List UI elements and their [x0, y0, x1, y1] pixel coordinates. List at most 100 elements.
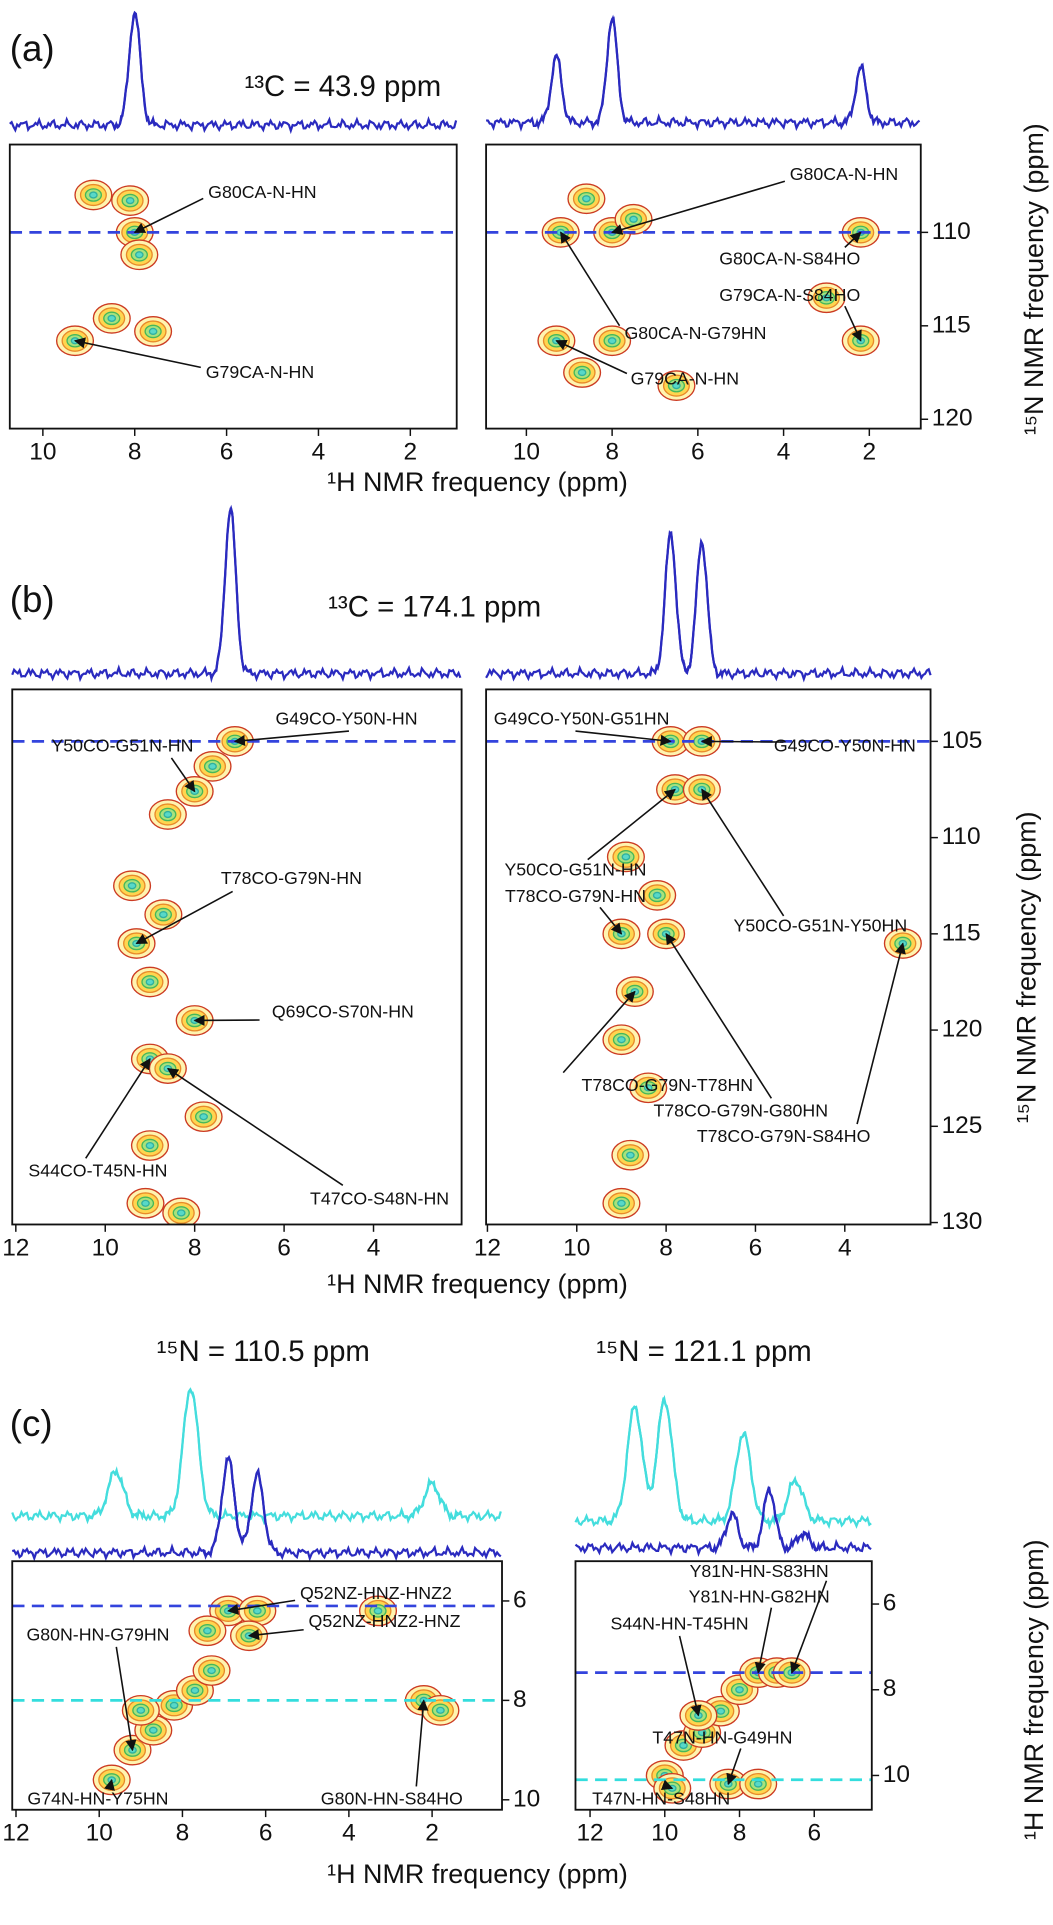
x-tick-label: 8 [659, 1234, 673, 1261]
annotation: T47N-HN-G49HN [652, 1727, 792, 1747]
contour-layer [57, 180, 172, 355]
spectrum-peak [635, 1398, 694, 1523]
x-tick-label: 2 [425, 1820, 439, 1847]
annotation-arrow [702, 789, 784, 915]
x-tick-label: 4 [777, 439, 791, 466]
contour [128, 883, 135, 889]
spectrum-peak [766, 1479, 825, 1526]
x-tick-label: 6 [277, 1234, 291, 1261]
x-tick-label: 2 [863, 439, 877, 466]
y-tick-label: 105 [942, 727, 983, 754]
contour [170, 1702, 177, 1708]
y-tick-label: 120 [932, 405, 973, 432]
x-tick-label: 4 [312, 439, 326, 466]
spectrum-baseline [12, 1390, 501, 1522]
spectrum-peak [209, 508, 252, 678]
contour-layer [114, 727, 254, 1228]
contour [662, 931, 669, 937]
spectrum-peak [113, 13, 157, 128]
contour [164, 812, 171, 818]
annotation: T78CO-G79N-G80HN [653, 1101, 828, 1121]
x-tick-label: 4 [342, 1820, 356, 1847]
annotation: S44CO-T45N-HN [28, 1161, 167, 1181]
contour [254, 1608, 261, 1614]
contour [142, 1200, 149, 1206]
peak [740, 1769, 777, 1798]
contour [108, 315, 115, 321]
annotation-arrow [702, 741, 784, 742]
annotation-arrow [75, 341, 201, 368]
annotation: G79CA-N-S84HO [719, 285, 860, 305]
spectrum-peak [592, 18, 632, 127]
contour [618, 1037, 625, 1043]
contour [209, 763, 216, 769]
peak [132, 967, 169, 996]
annotation: Y50CO-G51N-Y50HN [734, 916, 908, 936]
annotation-arrow [857, 943, 903, 1124]
x-tick-label: 12 [576, 1820, 603, 1847]
annotation-arrow [666, 934, 771, 1099]
plot-title: ¹⁵N = 121.1 ppm [596, 1335, 811, 1368]
annotation: Q52NZ-HNZ2-HNZ [309, 1611, 461, 1631]
contour [627, 1152, 634, 1158]
contour [618, 1200, 625, 1206]
peak [603, 1189, 640, 1218]
y-tick-label: 6 [883, 1590, 897, 1617]
annotation: G49CO-Y50N-HN [774, 736, 916, 756]
x-tick-label: 8 [176, 1820, 190, 1847]
peak [75, 180, 112, 209]
peak [185, 1102, 222, 1131]
contour [146, 979, 153, 985]
contour [90, 192, 97, 198]
annotation: T78CO-G79N-T78HN [581, 1075, 753, 1095]
contour [630, 216, 637, 222]
y-tick-label: 8 [513, 1686, 527, 1713]
annotation: Y50CO-G51N-HN [504, 859, 646, 879]
contour [583, 196, 590, 202]
spectrum-peak [86, 1470, 145, 1519]
contour [191, 1688, 198, 1694]
panel-label: (c) [10, 1403, 53, 1444]
contour [557, 229, 564, 235]
y-tick-label: 115 [942, 919, 981, 946]
plot-frame [12, 689, 461, 1224]
contour [204, 1628, 211, 1634]
peak [114, 871, 151, 900]
peak [145, 900, 182, 929]
peak [121, 240, 158, 269]
contour [578, 370, 585, 376]
peak [189, 1616, 226, 1645]
annotation: T78CO-G79N-HN [221, 868, 362, 888]
annotation: G80CA-N-G79HN [624, 323, 766, 343]
x-tick-label: 8 [188, 1234, 202, 1261]
y-tick-label: 6 [513, 1586, 527, 1613]
x-axis-label: ¹H NMR frequency (ppm) [327, 1269, 628, 1299]
x-tick-label: 10 [86, 1820, 113, 1847]
spectrum-peak [161, 1390, 220, 1520]
contour [126, 198, 133, 204]
annotation: G79CA-N-HN [631, 368, 740, 388]
annotation: Y50CO-G51N-HN [51, 736, 193, 756]
contour [160, 912, 167, 918]
contour [178, 1210, 185, 1216]
peak [603, 919, 640, 948]
spectrum-peak [747, 1487, 791, 1551]
peak [612, 1140, 649, 1169]
contour [146, 1143, 153, 1149]
annotation: Y81N-HN-S83HN [690, 1561, 829, 1581]
annotation: G80CA-N-HN [790, 164, 898, 184]
peak [135, 317, 172, 346]
annotation: Q52NZ-HNZ-HNZ2 [300, 1583, 452, 1603]
x-tick-label: 4 [838, 1234, 852, 1261]
x-tick-label: 6 [259, 1820, 273, 1847]
x-tick-label: 12 [474, 1234, 501, 1261]
contour [654, 892, 661, 898]
y-tick-label: 10 [883, 1761, 910, 1788]
x-tick-label: 6 [749, 1234, 763, 1261]
contour [608, 338, 615, 344]
y-tick-label: 130 [942, 1208, 983, 1235]
x-tick-label: 10 [563, 1234, 590, 1261]
y-axis-label: ¹H NMR frequency (ppm) [1019, 1539, 1049, 1840]
contour [149, 328, 156, 334]
